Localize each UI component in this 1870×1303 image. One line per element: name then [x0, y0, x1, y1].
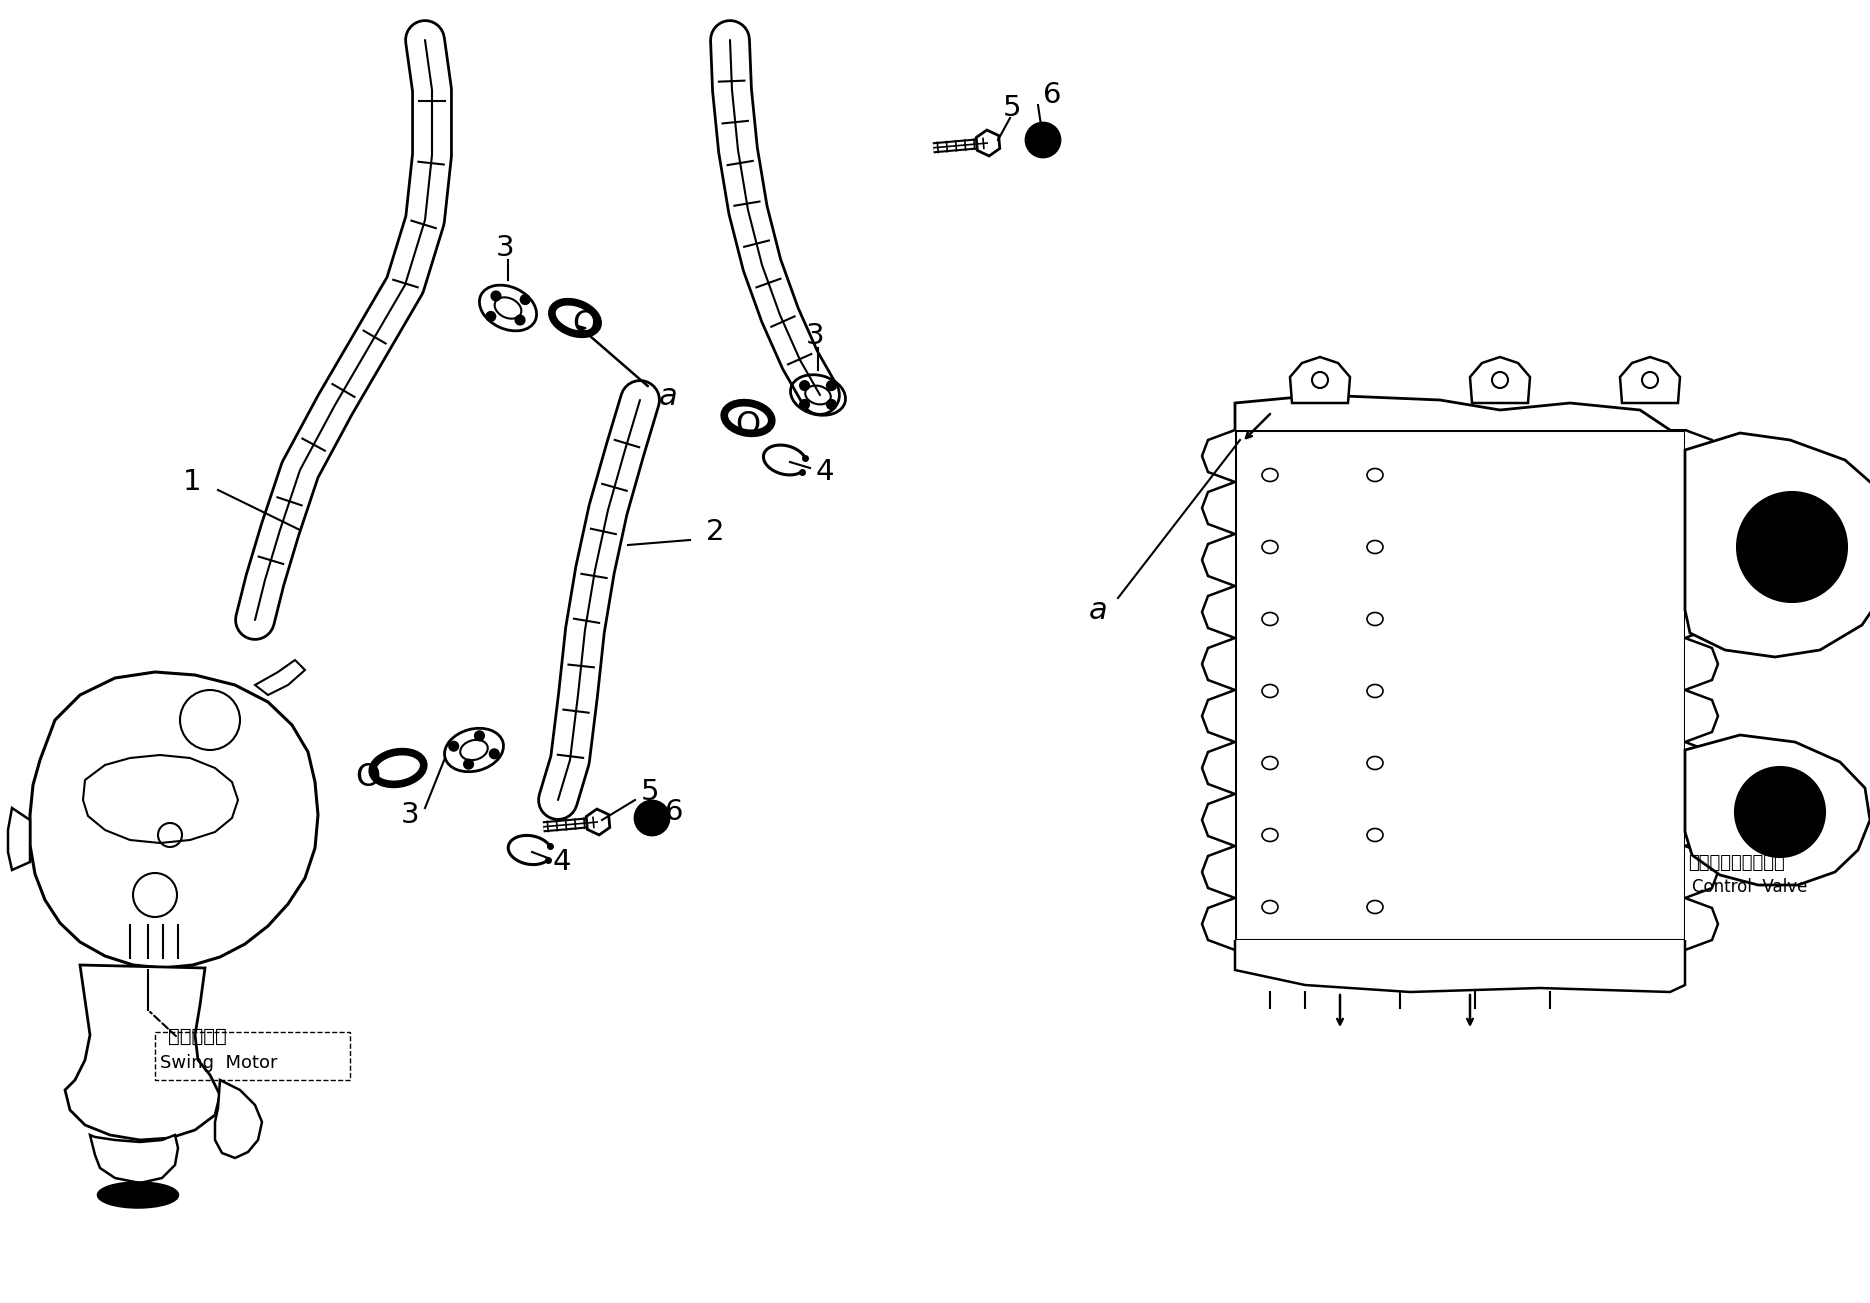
Polygon shape: [1470, 357, 1530, 403]
Bar: [1234, 430, 1685, 939]
Polygon shape: [1685, 691, 1719, 741]
Text: 4: 4: [554, 848, 570, 876]
Bar: [155, 1032, 350, 1080]
Text: a: a: [1088, 595, 1107, 624]
Text: 3: 3: [496, 235, 514, 262]
Text: Swing  Motor: Swing Motor: [161, 1054, 277, 1072]
Text: 3: 3: [400, 801, 419, 829]
Circle shape: [492, 292, 501, 301]
Text: 6: 6: [664, 797, 683, 826]
Text: O: O: [572, 309, 598, 340]
Polygon shape: [1685, 482, 1719, 534]
Polygon shape: [1202, 638, 1234, 691]
Polygon shape: [1202, 741, 1234, 794]
Circle shape: [516, 315, 525, 324]
Polygon shape: [1685, 433, 1870, 657]
Polygon shape: [1685, 846, 1719, 898]
Text: 4: 4: [815, 457, 834, 486]
Circle shape: [1756, 787, 1805, 837]
Text: 5: 5: [641, 778, 660, 807]
Polygon shape: [585, 809, 610, 835]
Polygon shape: [976, 130, 1000, 156]
Text: a: a: [658, 382, 677, 410]
Circle shape: [464, 760, 473, 769]
Circle shape: [449, 741, 458, 751]
Polygon shape: [30, 672, 318, 968]
Polygon shape: [1202, 794, 1234, 846]
Circle shape: [1737, 493, 1848, 602]
Polygon shape: [1685, 638, 1719, 691]
Circle shape: [520, 294, 529, 304]
Text: 6: 6: [1043, 81, 1062, 109]
Polygon shape: [1619, 357, 1679, 403]
Text: 3: 3: [806, 322, 825, 351]
Polygon shape: [1685, 534, 1719, 586]
Ellipse shape: [97, 1183, 178, 1208]
Polygon shape: [1234, 395, 1670, 430]
Text: O: O: [735, 409, 761, 440]
Polygon shape: [1202, 534, 1234, 586]
Polygon shape: [1234, 939, 1685, 992]
Polygon shape: [1202, 586, 1234, 638]
Polygon shape: [254, 661, 305, 694]
Polygon shape: [65, 966, 221, 1140]
Circle shape: [1027, 122, 1060, 156]
Circle shape: [486, 311, 496, 321]
Circle shape: [475, 731, 484, 740]
Circle shape: [827, 380, 836, 390]
Text: 1: 1: [183, 468, 202, 496]
Polygon shape: [1202, 691, 1234, 741]
Polygon shape: [1685, 586, 1719, 638]
Polygon shape: [82, 754, 237, 843]
Circle shape: [636, 801, 669, 835]
Circle shape: [645, 810, 658, 825]
Text: 5: 5: [1002, 94, 1021, 122]
Polygon shape: [1202, 898, 1234, 950]
Polygon shape: [1202, 482, 1234, 534]
Circle shape: [490, 749, 499, 758]
Polygon shape: [90, 1135, 178, 1183]
Polygon shape: [1202, 846, 1234, 898]
Text: Control  Valve: Control Valve: [1692, 878, 1808, 896]
Circle shape: [827, 400, 836, 409]
Circle shape: [1760, 515, 1823, 579]
Polygon shape: [1202, 430, 1234, 482]
Polygon shape: [1685, 735, 1870, 885]
Text: 旋回モータ: 旋回モータ: [168, 1027, 226, 1046]
Circle shape: [1778, 533, 1806, 562]
Polygon shape: [1685, 741, 1719, 794]
Circle shape: [800, 400, 810, 409]
Text: 2: 2: [705, 519, 724, 546]
Circle shape: [1036, 133, 1049, 147]
Text: O: O: [355, 762, 381, 794]
Circle shape: [1735, 767, 1825, 857]
Polygon shape: [1685, 794, 1719, 846]
Circle shape: [800, 380, 810, 390]
Text: コントロールバルブ: コントロールバルブ: [1689, 853, 1784, 872]
Polygon shape: [1685, 898, 1719, 950]
Polygon shape: [1290, 357, 1350, 403]
Polygon shape: [1685, 430, 1719, 482]
Polygon shape: [7, 808, 30, 870]
Polygon shape: [215, 1080, 262, 1158]
